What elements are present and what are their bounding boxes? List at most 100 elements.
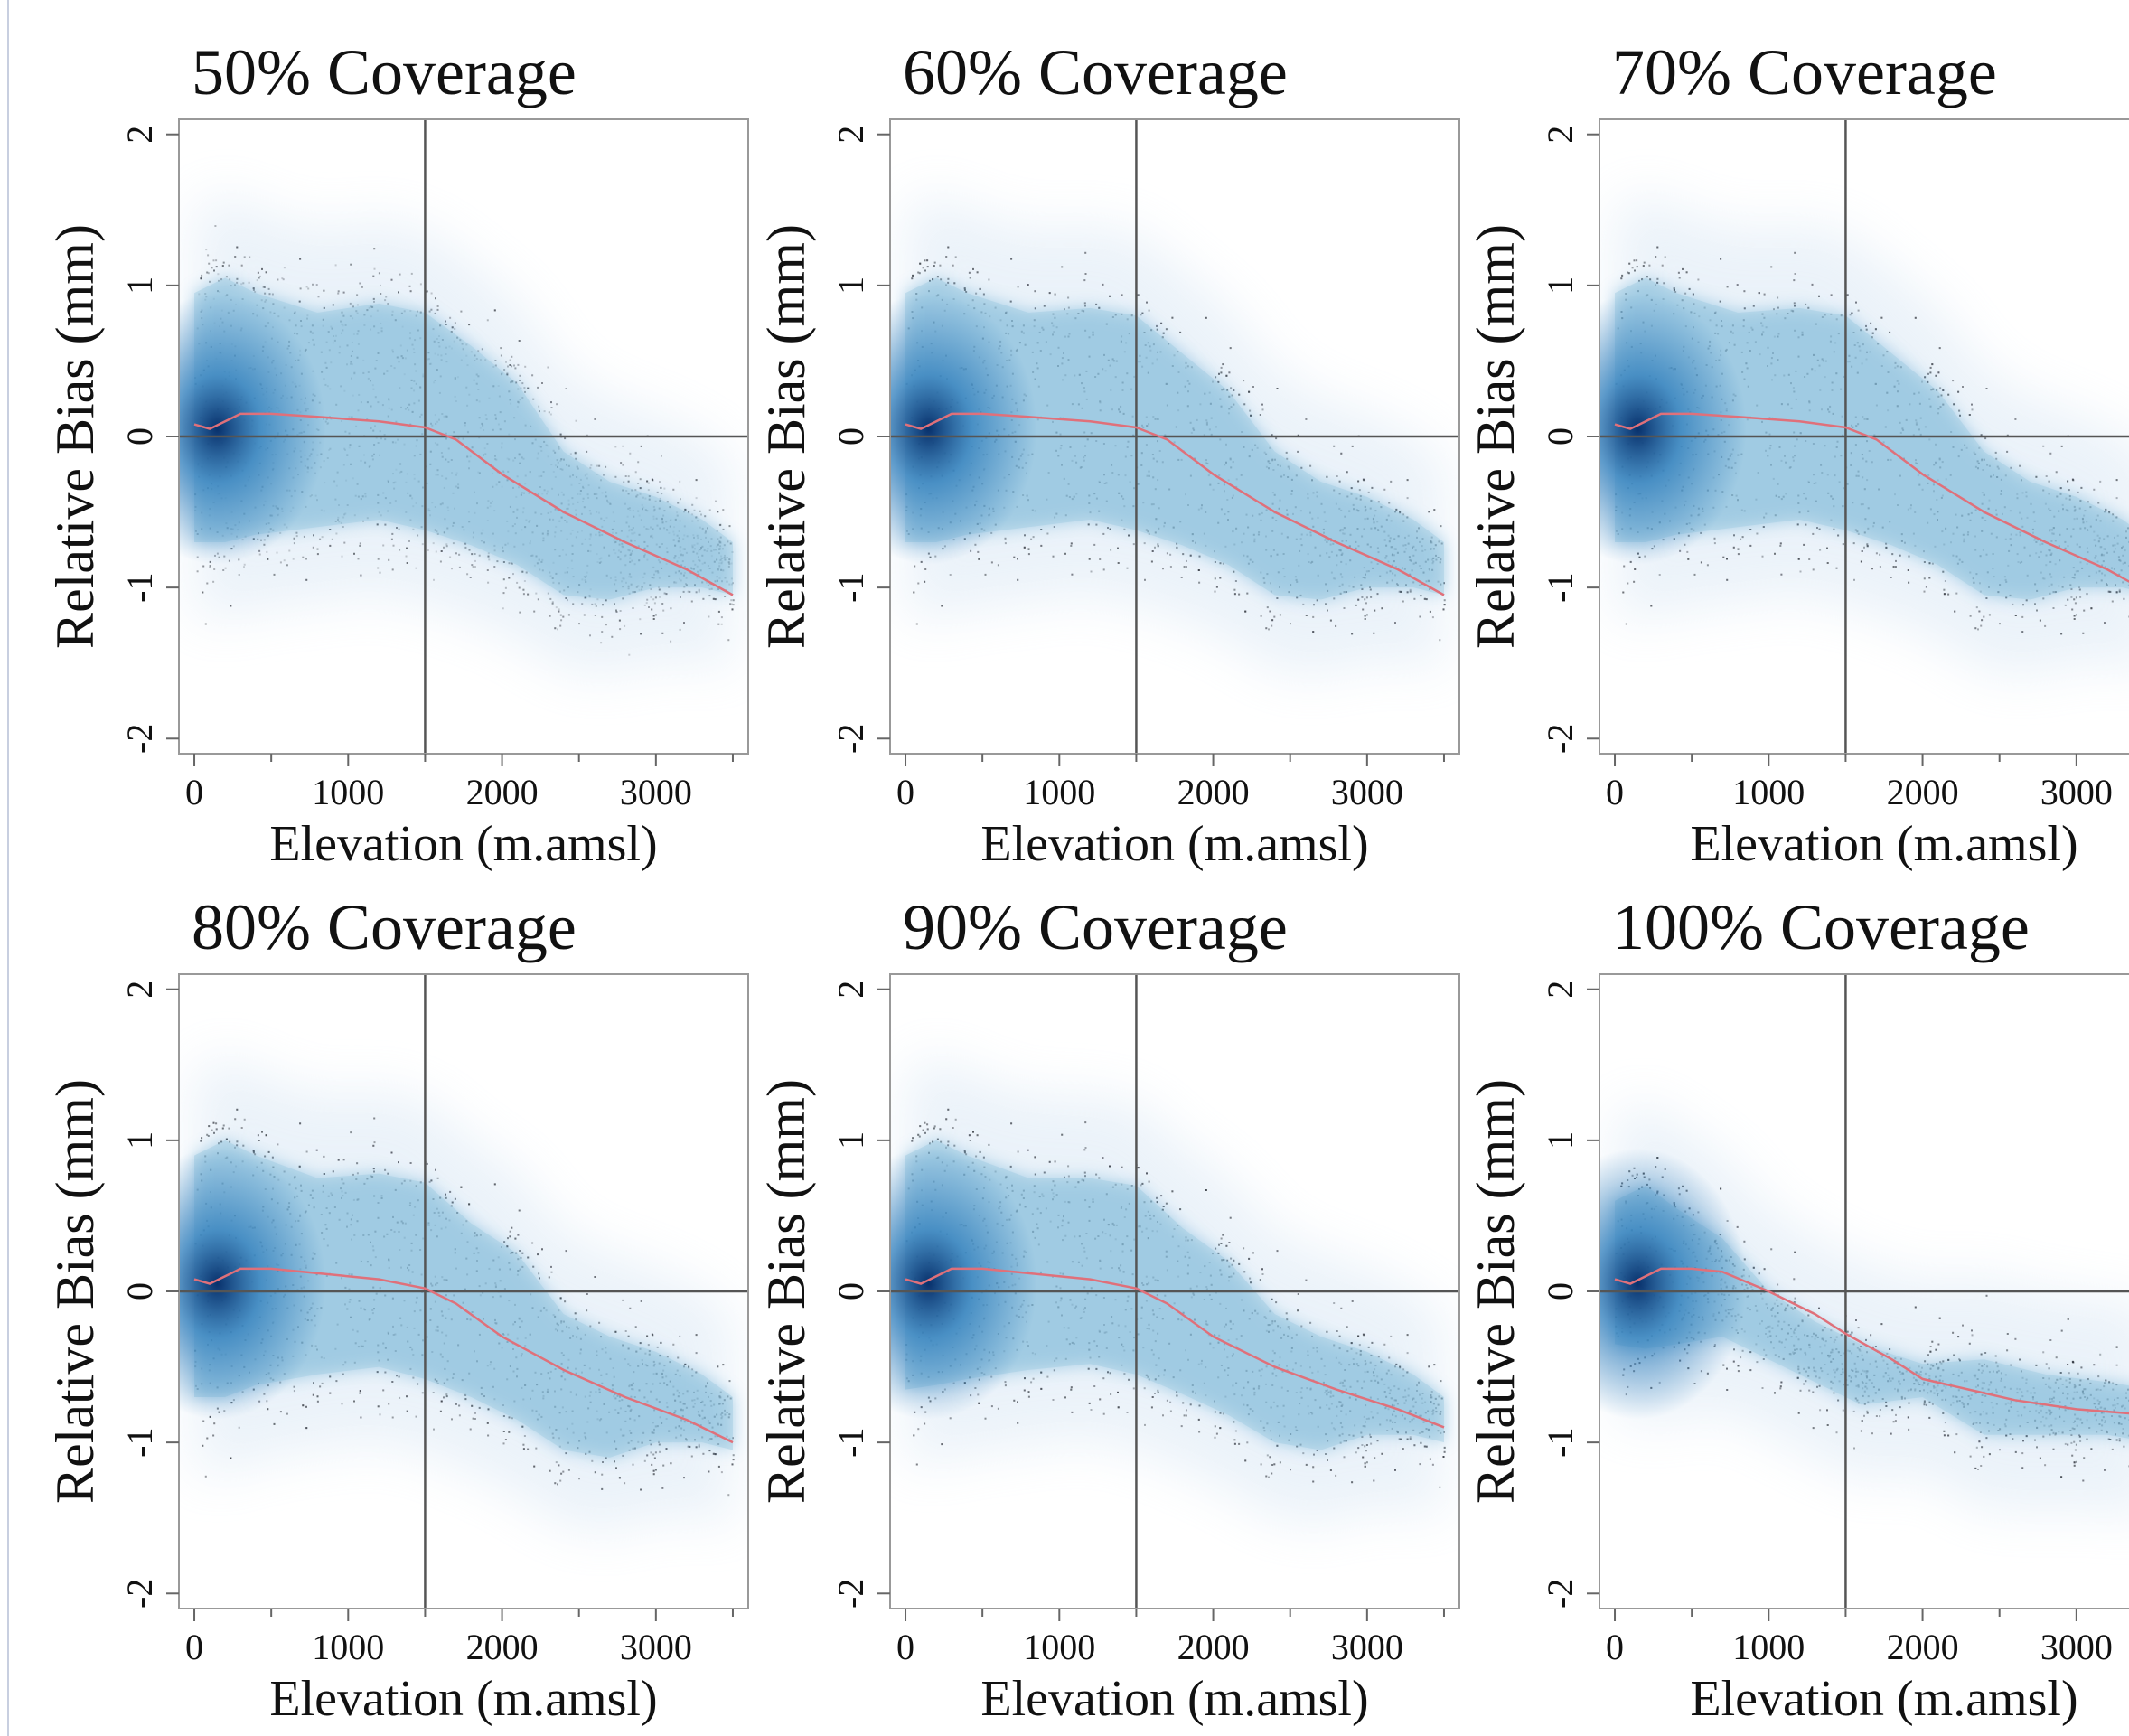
scatter-point — [469, 577, 472, 578]
scatter-point — [1296, 596, 1299, 599]
scatter-point — [558, 608, 560, 611]
scatter-point — [1179, 331, 1182, 333]
scatter-point — [639, 618, 642, 621]
scatter-point — [661, 493, 663, 495]
scatter-point — [554, 627, 557, 630]
scatter-point — [391, 568, 394, 571]
scatter-point — [953, 282, 956, 285]
scatter-point — [266, 550, 268, 553]
scatter-point — [390, 278, 393, 281]
scatter-point — [1350, 487, 1353, 490]
scatter-point — [271, 293, 274, 296]
scatter-point — [652, 615, 655, 617]
scatter-point — [919, 262, 922, 265]
scatter-point — [1238, 593, 1241, 596]
scatter-point — [1377, 501, 1380, 503]
scatter-point — [1362, 478, 1365, 481]
scatter-point — [976, 271, 979, 274]
scatter-point — [1095, 523, 1098, 526]
scatter-point — [1357, 598, 1360, 601]
scatter-point — [1032, 536, 1035, 539]
scatter-point — [518, 586, 521, 589]
scatter-point — [728, 525, 731, 528]
scatter-point — [702, 597, 705, 600]
scatter-point — [1351, 633, 1354, 635]
scatter-point — [1198, 581, 1201, 584]
scatter-point — [323, 289, 325, 292]
scatter-point — [658, 588, 661, 591]
scatter-point — [666, 501, 669, 503]
scatter-point — [1381, 607, 1383, 610]
scatter-point — [1046, 532, 1049, 535]
scatter-point — [1186, 559, 1187, 562]
scatter-point — [1365, 602, 1367, 605]
scatter-point — [261, 267, 263, 270]
scatter-point — [549, 413, 552, 416]
scatter-point — [312, 546, 314, 549]
scatter-point — [640, 445, 642, 447]
scatter-point — [581, 603, 584, 605]
scatter-point — [918, 272, 921, 275]
scatter-point — [1107, 527, 1109, 529]
scatter-point — [1271, 619, 1274, 622]
scatter-point — [1343, 607, 1346, 609]
scatter-point — [452, 542, 455, 545]
scatter-point — [1064, 552, 1066, 555]
scatter-point — [594, 615, 596, 616]
scatter-point — [248, 281, 250, 284]
scatter-point — [213, 568, 216, 570]
scatter-point — [1250, 414, 1252, 417]
scatter-point — [196, 570, 199, 573]
scatter-point — [1024, 534, 1026, 537]
scatter-point — [524, 365, 527, 368]
scatter-point — [1230, 387, 1233, 389]
scatter-point — [1309, 464, 1312, 467]
scatter-point — [679, 628, 681, 631]
scatter-point — [933, 261, 936, 264]
scatter-point — [933, 265, 935, 267]
scatter-point — [924, 269, 926, 272]
scatter-point — [977, 550, 980, 553]
scatter-point — [215, 259, 218, 262]
scatter-point — [502, 561, 505, 563]
scatter-point — [519, 380, 521, 381]
scatter-point — [1400, 590, 1402, 593]
scatter-point — [243, 256, 246, 258]
scatter-point — [652, 479, 654, 482]
scatter-point — [575, 457, 577, 460]
scatter-point — [1017, 286, 1019, 288]
x-tick-label: 2000 — [466, 772, 539, 812]
scatter-point — [1433, 509, 1436, 511]
scatter-point — [1071, 573, 1074, 576]
scatter-point — [454, 322, 456, 324]
scatter-point — [1395, 508, 1398, 511]
scatter-point — [406, 547, 408, 549]
scatter-point — [1146, 301, 1148, 304]
scatter-point — [533, 610, 536, 613]
scatter-point — [926, 266, 929, 268]
scatter-point — [315, 284, 318, 286]
scatter-point — [567, 599, 568, 602]
scatter-point — [1399, 511, 1402, 513]
scatter-point — [1117, 547, 1119, 549]
scatter-point — [596, 464, 598, 467]
scatter-point — [596, 598, 599, 601]
scatter-point — [316, 548, 319, 550]
scatter-point — [1419, 615, 1421, 618]
scatter-point — [1312, 631, 1315, 633]
x-tick-label: 0 — [185, 772, 203, 812]
scatter-point — [550, 401, 552, 404]
scatter-point — [1064, 552, 1066, 555]
scatter-point — [924, 259, 926, 262]
scatter-point — [1275, 437, 1278, 440]
scatter-point — [972, 267, 974, 270]
scatter-point — [1333, 445, 1336, 447]
scatter-point — [1214, 590, 1216, 593]
scatter-point — [267, 287, 270, 290]
scatter-point — [924, 568, 927, 570]
scatter-point — [1305, 418, 1308, 420]
scatter-point — [1219, 562, 1222, 565]
scatter-point — [565, 597, 567, 599]
scatter-point — [659, 596, 661, 598]
